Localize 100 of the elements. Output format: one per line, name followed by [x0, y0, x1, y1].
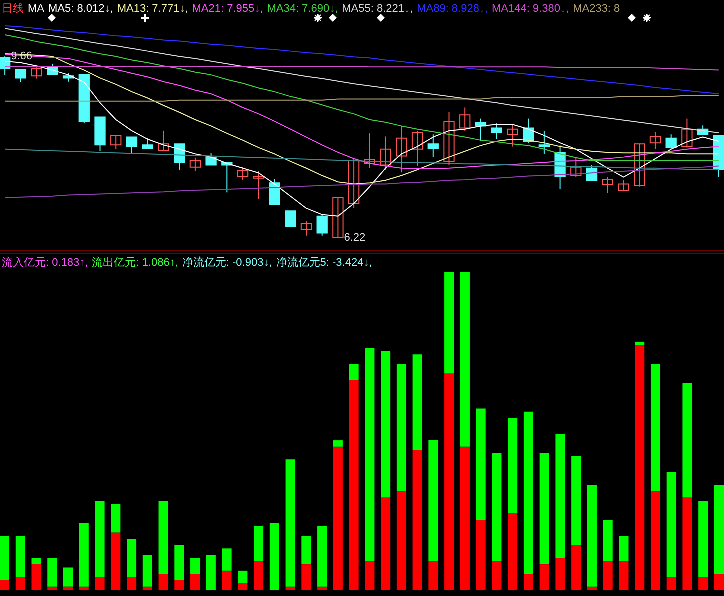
- bar: [32, 558, 42, 565]
- candlestick: [507, 124, 518, 148]
- bar: [142, 586, 152, 590]
- bar: [302, 536, 312, 565]
- bar: [333, 440, 343, 447]
- candlestick: [237, 166, 249, 182]
- candlestick: [491, 123, 502, 140]
- text: MA34: 7.690↓,: [267, 3, 338, 15]
- bar: [270, 523, 280, 590]
- bar: [619, 561, 629, 590]
- candlestick: [316, 214, 328, 236]
- candlestick: [269, 178, 280, 206]
- bar: [682, 383, 692, 498]
- bar: [286, 460, 296, 587]
- text: 净流亿元: -0.903↓,: [182, 257, 272, 269]
- bar: [349, 364, 359, 380]
- bar: [666, 472, 676, 578]
- candlestick: [15, 69, 27, 83]
- candlestick: [300, 220, 312, 236]
- bar: [444, 272, 454, 374]
- legend-title: MA: [28, 3, 44, 15]
- bar: [444, 374, 454, 590]
- bar: [476, 520, 486, 590]
- bar: [365, 561, 375, 590]
- bar: [127, 539, 137, 578]
- candlestick: [650, 132, 662, 150]
- bar: [333, 446, 343, 590]
- bar: [412, 450, 422, 590]
- text: MA21: 7.955↓,: [192, 3, 264, 15]
- bar: [492, 453, 502, 562]
- bar: [460, 446, 470, 590]
- candlestick: [158, 130, 170, 151]
- bar: [286, 586, 296, 590]
- bar: [238, 570, 248, 584]
- bar: [48, 586, 58, 590]
- candlestick: [110, 135, 122, 150]
- bar: [95, 500, 105, 578]
- candlestick: [428, 134, 439, 158]
- candlestick: [618, 180, 630, 192]
- bar: [190, 558, 200, 574]
- bar: [508, 418, 518, 514]
- candlestick: [412, 130, 424, 167]
- bar: [142, 555, 152, 587]
- bar: [492, 561, 502, 590]
- candlestick: [380, 136, 392, 170]
- bar: [64, 568, 74, 587]
- bar: [524, 412, 534, 574]
- bar: [412, 354, 422, 450]
- bar: [603, 561, 613, 590]
- candlestick: [538, 130, 550, 155]
- bar: [650, 491, 660, 590]
- bar: [619, 536, 629, 562]
- bar: [428, 561, 438, 590]
- bar: [32, 564, 42, 590]
- bar: [365, 348, 375, 562]
- bar: [302, 564, 312, 590]
- candlestick: [666, 134, 677, 150]
- bar: [206, 555, 216, 590]
- bar: [111, 504, 121, 533]
- text: MA13: 7.771↓,: [117, 3, 188, 15]
- bar: [174, 580, 184, 590]
- bar: [556, 558, 566, 590]
- annotation: 6.22: [344, 232, 366, 244]
- bar: [572, 456, 582, 546]
- bar: [460, 272, 470, 447]
- bar: [318, 586, 328, 590]
- bar: [540, 564, 550, 590]
- bar: [254, 526, 264, 562]
- text: MA89: 8.928↓,: [417, 3, 488, 15]
- candlestick: [285, 210, 296, 228]
- bar: [111, 532, 121, 590]
- candlestick: [206, 152, 217, 166]
- bar: [603, 520, 613, 562]
- text: 净流亿元5: -3.424↓,: [276, 257, 372, 269]
- bar: [682, 498, 692, 590]
- text: 流出亿元: 1.086↑,: [92, 257, 178, 269]
- bar: [698, 577, 708, 590]
- bar: [508, 514, 518, 590]
- bar: [396, 491, 406, 590]
- bar: [238, 584, 248, 590]
- candlestick: [142, 138, 154, 150]
- bar: [476, 408, 486, 520]
- bar: [714, 574, 724, 590]
- bar: [158, 500, 168, 574]
- candlestick: [396, 126, 408, 174]
- bar: [48, 558, 58, 587]
- chart-title: 日线: [2, 3, 24, 15]
- bar: [174, 545, 184, 580]
- candlestick: [586, 164, 598, 182]
- bar: [79, 586, 89, 590]
- candlestick: [31, 67, 42, 80]
- bar: [587, 586, 597, 590]
- text: MA144: 9.380↓,: [492, 3, 570, 15]
- candlestick: [634, 144, 646, 188]
- bar: [190, 574, 200, 590]
- bar: [698, 500, 708, 578]
- bar: [64, 586, 74, 590]
- bar: [572, 545, 582, 590]
- candlestick: [460, 107, 471, 132]
- bar: [158, 574, 168, 590]
